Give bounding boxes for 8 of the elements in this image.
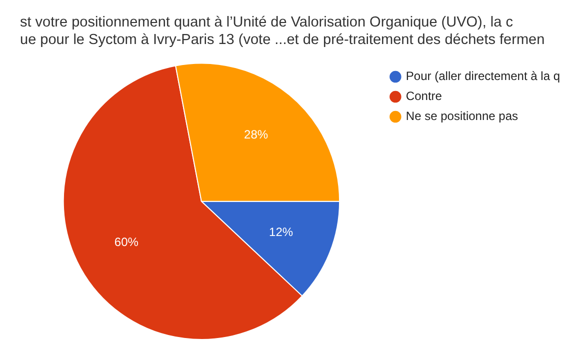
data-label: 12% — [269, 225, 294, 240]
legend-label: Contre — [406, 89, 442, 104]
legend-label: Pour (aller directement à la q — [406, 69, 560, 84]
text: st votre positionnement quant à l’Unité de Valorisation Organique (UVO), la c — [20, 14, 513, 31]
text: ue pour le Syctom à Ivry-Paris 13 (vote ...et de pré-traitement des déchets fermen — [20, 32, 545, 48]
data-label: 28% — [244, 128, 268, 142]
data-label: 60% — [114, 234, 139, 249]
legend-label: Ne se positionne pas — [406, 109, 518, 124]
